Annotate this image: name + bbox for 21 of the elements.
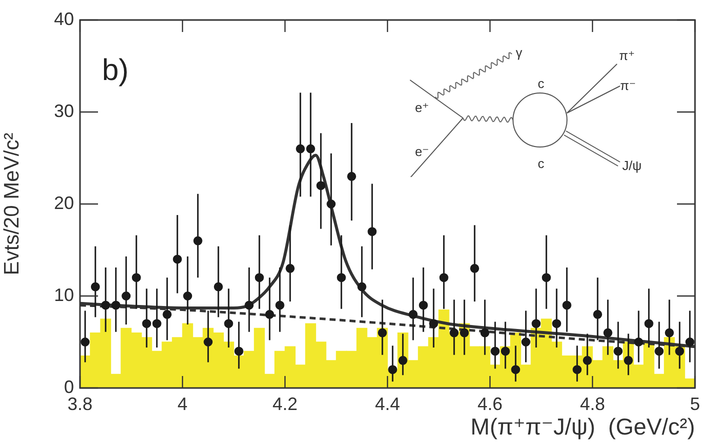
annotation: c <box>538 156 545 171</box>
annotation: J/ψ <box>622 158 642 173</box>
annotation: e⁻ <box>414 144 430 159</box>
x-tick-label: 4 <box>177 394 188 414</box>
y-tick-label: 20 <box>54 192 74 213</box>
x-tick-label: 4.4 <box>374 394 400 414</box>
y-tick-label: 10 <box>54 284 74 305</box>
annotation: e⁺ <box>414 100 430 115</box>
annotation: γ <box>516 45 523 60</box>
x-axis-title: M(π⁺π⁻J/ψ) (GeV/c²) <box>470 414 695 440</box>
annotation: π⁻ <box>620 78 636 93</box>
annotation: b) <box>102 54 129 87</box>
y-tick-label: 40 <box>54 8 74 29</box>
x-tick-label: 4.6 <box>477 394 503 414</box>
x-tick-label: 5 <box>690 394 700 414</box>
x-tick-label: 4.8 <box>580 394 606 414</box>
y-tick-label: 30 <box>54 100 74 121</box>
annotation: π⁺ <box>619 48 635 63</box>
x-tick-label: 4.2 <box>272 394 298 414</box>
annotation: c <box>538 76 545 91</box>
y-axis-title: Evts/20 MeV/c² <box>0 132 24 276</box>
